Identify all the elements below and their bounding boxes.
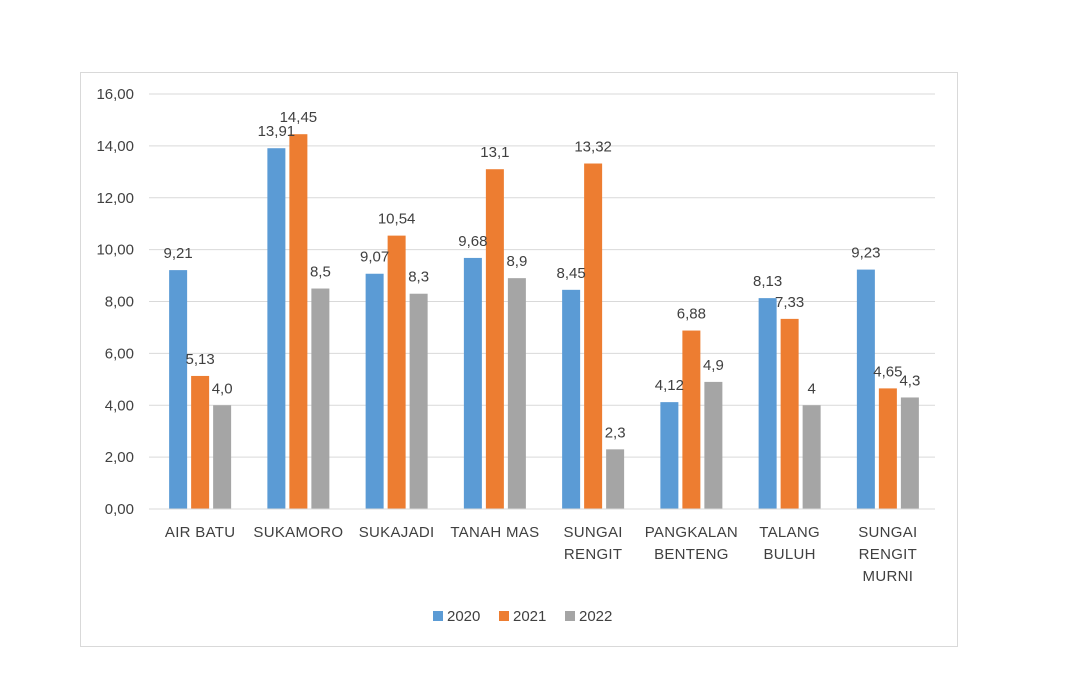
legend-label: 2021	[513, 608, 546, 625]
bar-2022	[507, 278, 526, 509]
bar-2020	[660, 402, 679, 509]
x-tick-label: SUKAMORO	[253, 524, 343, 541]
bar-2022	[606, 449, 625, 509]
x-tick-label-line: RENGIT	[564, 546, 622, 563]
bars	[169, 134, 919, 509]
bar-2020	[562, 289, 581, 509]
bar-2021	[682, 330, 701, 509]
bar-2021	[584, 163, 603, 509]
bar-2020	[267, 148, 286, 509]
data-label: 8,5	[310, 264, 331, 281]
x-tick-label: TANAH MAS	[450, 524, 539, 541]
x-tick-label-line: MURNI	[863, 568, 914, 585]
x-tick-label-line: BULUH	[763, 546, 815, 563]
bar-2022	[213, 405, 232, 509]
bar-2020	[169, 270, 188, 509]
bar-2020	[463, 257, 482, 509]
bar-2021	[485, 169, 504, 509]
data-label: 8,3	[408, 269, 429, 286]
data-label: 4,9	[703, 357, 724, 374]
x-tick-label: PANGKALAN BENTENG	[645, 524, 738, 563]
legend-swatch-2021	[499, 611, 509, 621]
data-label: 7,33	[775, 294, 804, 311]
bar-2021	[387, 235, 406, 509]
bar-2020	[856, 269, 875, 509]
data-label: 4,65	[873, 363, 902, 380]
x-tick-label-line: SUNGAI	[563, 524, 622, 541]
x-tick-label-line: AIR BATU	[165, 524, 235, 541]
data-label: 9,07	[360, 249, 389, 266]
x-tick-label-line: TALANG	[759, 524, 820, 541]
bar-2022	[409, 293, 428, 509]
x-tick-label-line: RENGIT	[859, 546, 917, 563]
legend-label: 2020	[447, 608, 480, 625]
y-tick-label: 16,00	[96, 86, 134, 103]
data-label: 14,45	[280, 109, 318, 126]
data-label: 9,23	[851, 245, 880, 262]
data-label: 2,3	[605, 424, 626, 441]
x-tick-label: SUNGAI RENGIT MURNI	[858, 524, 917, 585]
y-tick-label: 8,00	[105, 294, 134, 311]
x-tick-label: SUKAJADI	[359, 524, 435, 541]
data-label: 4	[807, 380, 815, 397]
y-tick-label: 14,00	[96, 138, 134, 155]
data-label: 4,3	[899, 372, 920, 389]
bar-2021	[878, 388, 897, 509]
y-tick-label: 10,00	[96, 242, 134, 259]
y-tick-label: 12,00	[96, 190, 134, 207]
data-label: 4,0	[212, 380, 233, 397]
data-label: 10,54	[378, 211, 416, 228]
data-label: 6,88	[677, 306, 706, 323]
y-tick-label: 6,00	[105, 345, 134, 362]
y-tick-label: 4,00	[105, 397, 134, 414]
bar-2021	[289, 134, 308, 509]
data-label: 13,91	[258, 123, 296, 140]
data-label: 8,45	[557, 265, 586, 282]
bar-2020	[758, 298, 777, 509]
legend: 2020 2021 2022	[433, 608, 612, 625]
data-label: 8,9	[506, 253, 527, 270]
x-tick-label-line: TANAH MAS	[450, 524, 539, 541]
x-axis: AIR BATU SUKAMORO SUKAJADI TANAH MAS SUNGAI R…	[165, 524, 917, 585]
x-tick-label-line: BENTENG	[654, 546, 729, 563]
data-label: 9,68	[458, 233, 487, 250]
legend-label: 2022	[579, 608, 612, 625]
bar-2022	[802, 405, 821, 509]
data-label: 4,12	[655, 377, 684, 394]
legend-swatch-2022	[565, 611, 575, 621]
bar-2021	[191, 375, 210, 509]
x-tick-label-line: SUKAMORO	[253, 524, 343, 541]
bar-2022	[311, 288, 330, 509]
data-label: 13,1	[480, 144, 509, 161]
x-tick-label-line: PANGKALAN	[645, 524, 738, 541]
data-label: 8,13	[753, 273, 782, 290]
bar-2022	[704, 381, 723, 509]
bar-2021	[780, 318, 799, 509]
legend-swatch-2020	[433, 611, 443, 621]
x-tick-label-line: SUKAJADI	[359, 524, 435, 541]
x-tick-label: TALANG BULUH	[759, 524, 820, 563]
x-tick-label-line: SUNGAI	[858, 524, 917, 541]
data-label: 13,32	[574, 139, 612, 156]
data-label: 9,21	[164, 245, 193, 262]
y-axis: 0,00 2,00 4,00 6,00 8,00 10,00 12,00 14,00 16,00	[96, 86, 134, 518]
y-tick-label: 2,00	[105, 449, 134, 466]
x-tick-label: AIR BATU	[165, 524, 235, 541]
bar-2020	[365, 273, 384, 509]
data-label: 5,13	[186, 351, 215, 368]
y-tick-label: 0,00	[105, 501, 134, 518]
bar-2022	[900, 397, 919, 509]
x-tick-label: SUNGAI RENGIT	[563, 524, 622, 563]
